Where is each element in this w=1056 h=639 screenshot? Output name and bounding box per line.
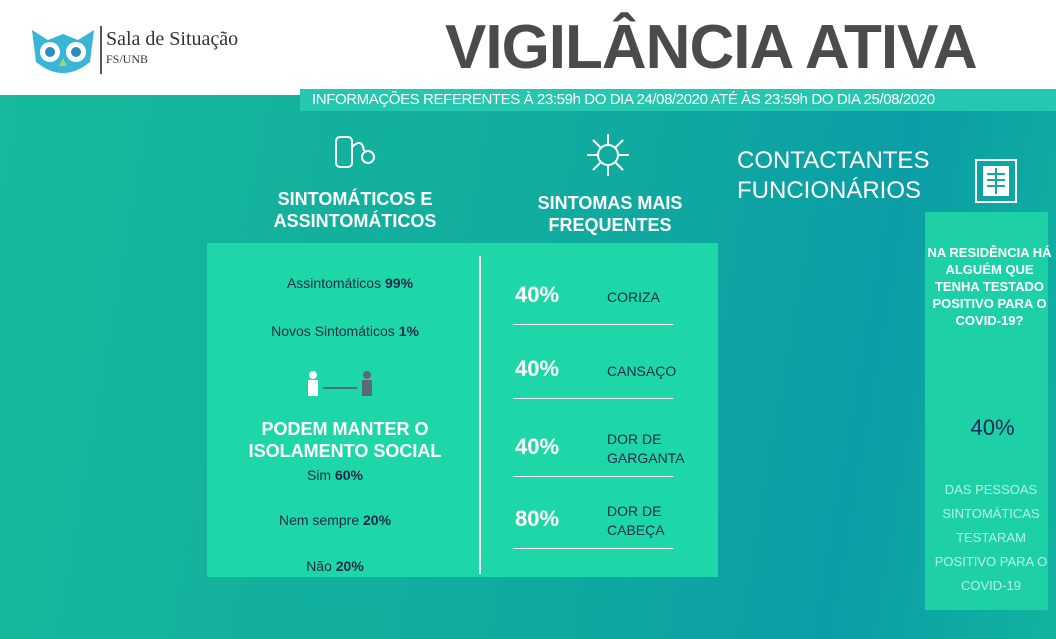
value: 40%	[970, 415, 1015, 440]
symptom-value: 40%	[515, 282, 560, 307]
item-value: 20%	[335, 558, 364, 574]
separator	[513, 476, 673, 477]
virus-icon	[587, 134, 629, 176]
symptom-value: 40%	[515, 356, 560, 381]
separator	[513, 324, 673, 325]
question: NA RESIDÊNCIA HÁ ALGUÉM QUE TENHA TESTAD…	[927, 245, 1052, 328]
logo-subtitle: FS/UNB	[106, 52, 149, 66]
item-label: Não	[306, 558, 332, 574]
symptom-label: DOR DE GARGANTA	[607, 431, 685, 466]
left-heading: SINTOMÁTICOS E ASSINTOMÁTICOS	[273, 189, 437, 231]
banner-strip	[300, 89, 1056, 111]
item-value: 20%	[363, 512, 392, 528]
logo-title: Sala de Situação	[106, 28, 239, 50]
separator	[513, 398, 673, 399]
separator	[513, 548, 673, 549]
isolation-heading: PODEM MANTER O ISOLAMENTO SOCIAL	[248, 419, 442, 461]
symptom-value: 80%	[515, 506, 560, 531]
item-label: Assintomáticos	[286, 275, 382, 291]
item-value: 99%	[385, 275, 414, 291]
symptoms-heading: SINTOMAS MAIS FREQUENTES	[537, 193, 683, 235]
right-heading: CONTACTANTES FUNCIONÁRIOS	[737, 147, 930, 204]
sphygmo-icon	[335, 136, 375, 168]
logo-divider	[100, 26, 102, 74]
people-icon	[308, 371, 372, 396]
item-value: 1%	[398, 323, 419, 339]
item: Não 20%	[250, 558, 420, 574]
symptom-label: CANSAÇO	[607, 362, 677, 379]
item-label: Sim	[306, 467, 332, 483]
title: VIGILÂNCIA ATIVA	[445, 13, 978, 82]
logo-icon	[32, 30, 94, 73]
divider	[479, 256, 481, 574]
xray-icon	[975, 159, 1017, 203]
symptom-value: 40%	[515, 434, 560, 459]
item: Sim 60%	[250, 467, 420, 483]
item: Nem sempre 20%	[250, 512, 420, 528]
item-value: 60%	[334, 467, 364, 483]
left-panel	[207, 243, 718, 577]
item-label: Novos Sintomáticos	[271, 323, 395, 339]
item-label: Nem sempre	[278, 512, 360, 528]
item: Assintomáticos 99%	[250, 275, 450, 291]
note: DAS PESSOAS SINTOMÁTICAS TESTARAM POSITI…	[934, 482, 1048, 593]
banner: INFORMAÇÕES REFERENTES À 23:59h DO DIA 2…	[312, 91, 935, 108]
symptom-label: DOR DE CABEÇA	[607, 503, 665, 538]
item: Novos Sintomáticos 1%	[270, 320, 420, 342]
symptom-label: CORIZA	[607, 288, 660, 305]
right-panel	[925, 212, 1048, 610]
